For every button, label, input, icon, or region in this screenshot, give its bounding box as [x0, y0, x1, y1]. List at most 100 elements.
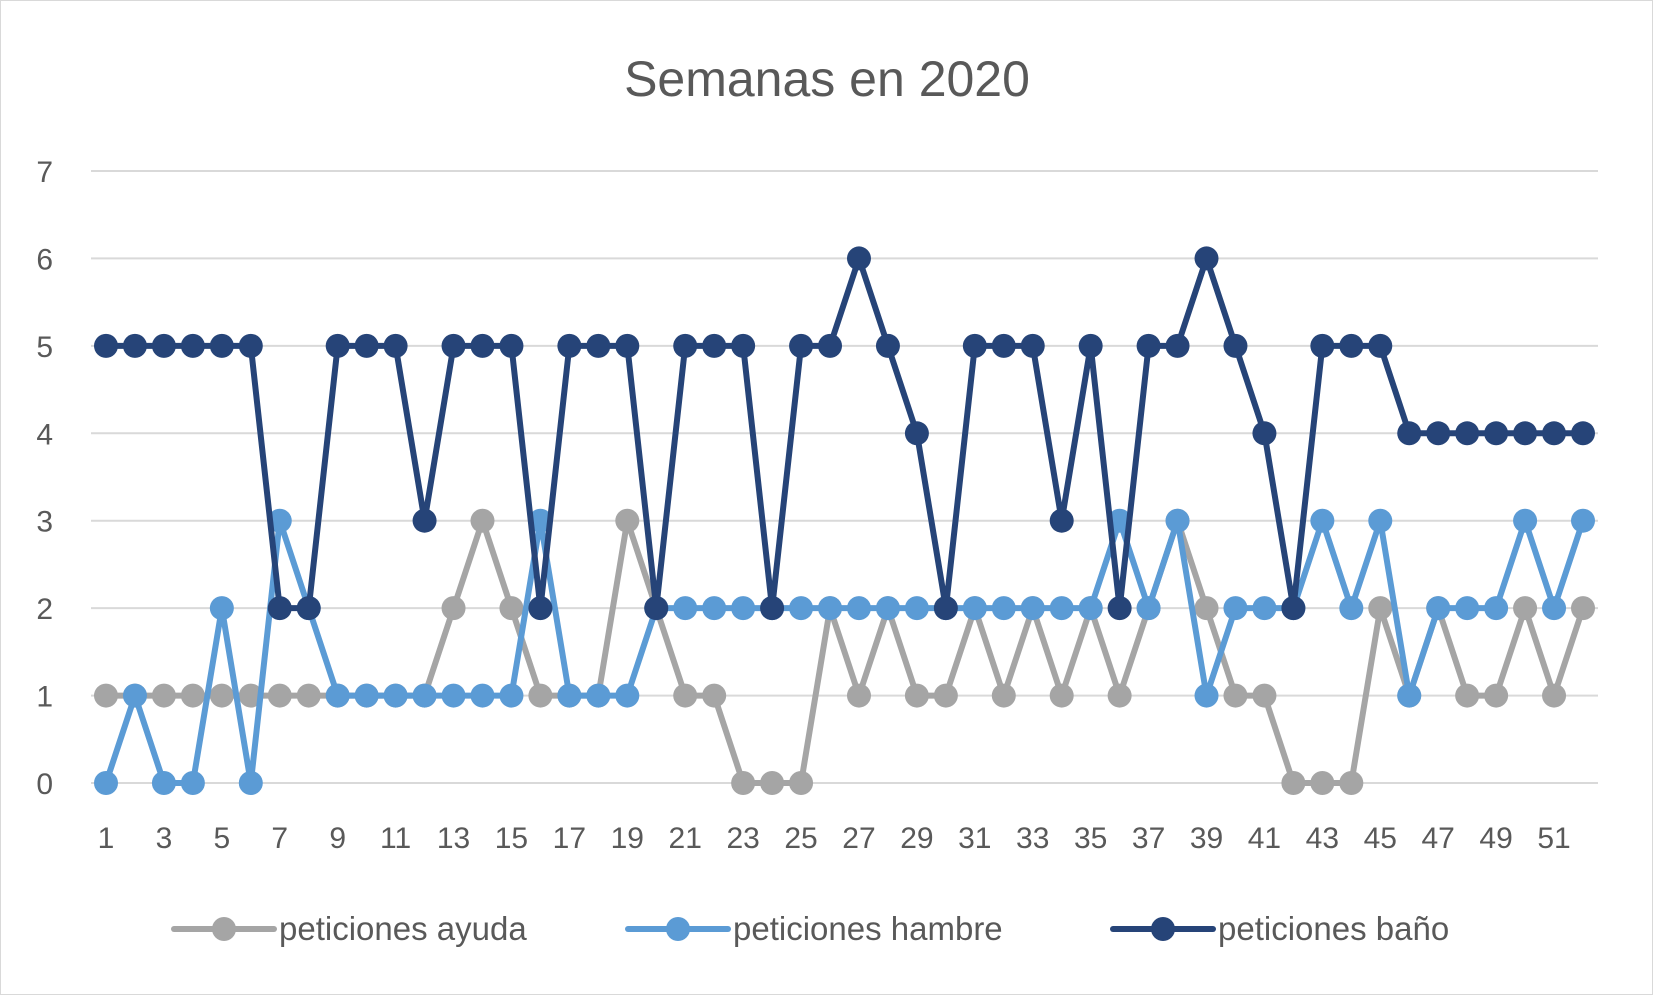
- data-point: [209, 333, 234, 358]
- data-point: [1484, 421, 1509, 446]
- data-point: [846, 683, 871, 708]
- data-point: [789, 596, 814, 621]
- data-point: [325, 333, 350, 358]
- legend-marker: [666, 917, 690, 941]
- data-point: [1368, 508, 1393, 533]
- data-point: [296, 596, 321, 621]
- series-3: [94, 246, 1595, 621]
- data-point: [151, 683, 176, 708]
- y-axis-ticks: 0 1 2 3 4 5 6 7: [36, 156, 53, 801]
- data-point: [441, 333, 466, 358]
- x-tick-label: 5: [213, 822, 230, 855]
- legend-marker: [212, 917, 236, 941]
- data-point: [818, 333, 843, 358]
- data-point: [586, 333, 611, 358]
- data-point: [354, 683, 379, 708]
- data-point: [383, 333, 408, 358]
- legend: peticiones ayuda peticiones hambre peticio…: [171, 910, 1449, 947]
- x-tick-label: 35: [1074, 822, 1107, 855]
- data-point: [789, 333, 814, 358]
- data-point: [441, 596, 466, 621]
- data-point: [991, 596, 1016, 621]
- data-point: [673, 596, 698, 621]
- data-point: [94, 771, 118, 795]
- series-line: [103, 517, 1586, 786]
- data-point: [499, 333, 524, 358]
- data-point: [209, 596, 234, 621]
- x-tick-label: 23: [726, 822, 759, 855]
- data-point: [180, 683, 205, 708]
- x-tick-label: 1: [98, 822, 115, 855]
- data-point: [904, 596, 929, 621]
- data-point: [904, 683, 929, 708]
- data-point: [673, 333, 698, 358]
- x-tick-label: 41: [1248, 822, 1281, 855]
- data-point: [875, 596, 900, 621]
- data-point: [702, 596, 727, 621]
- x-tick-label: 17: [553, 822, 586, 855]
- data-point: [846, 246, 871, 271]
- data-point: [1165, 508, 1190, 533]
- data-point: [1223, 596, 1248, 621]
- data-point: [1397, 421, 1422, 446]
- x-tick-label: 49: [1479, 822, 1512, 855]
- x-tick-label: 45: [1364, 822, 1397, 855]
- data-point: [1339, 333, 1364, 358]
- x-tick-label: 15: [495, 822, 528, 855]
- data-point: [789, 771, 814, 795]
- data-point: [1368, 596, 1393, 621]
- x-tick-label: 13: [437, 822, 470, 855]
- data-point: [1455, 421, 1480, 446]
- data-point: [1223, 333, 1248, 358]
- data-point: [470, 333, 495, 358]
- legend-item: peticiones ayuda: [171, 910, 527, 947]
- x-tick-label: 51: [1537, 822, 1570, 855]
- x-tick-label: 25: [784, 822, 817, 855]
- data-point: [296, 683, 321, 708]
- x-tick-label: 11: [380, 822, 411, 855]
- legend-item: peticiones hambre: [625, 910, 1003, 947]
- data-point: [818, 596, 843, 621]
- data-point: [1136, 596, 1161, 621]
- data-point: [1281, 596, 1306, 621]
- data-point: [412, 508, 437, 533]
- data-point: [180, 771, 205, 795]
- data-point: [1455, 596, 1480, 621]
- y-tick-label: 2: [36, 593, 53, 626]
- data-point: [1049, 683, 1074, 708]
- y-tick-label: 6: [36, 243, 53, 276]
- data-point: [1078, 596, 1103, 621]
- data-point: [1194, 683, 1219, 708]
- data-point: [557, 333, 582, 358]
- data-point: [1252, 683, 1277, 708]
- legend-item: peticiones baño: [1110, 910, 1449, 947]
- data-point: [933, 683, 958, 708]
- data-point: [991, 333, 1016, 358]
- data-point: [962, 596, 987, 621]
- y-tick-label: 4: [36, 418, 53, 451]
- data-point: [441, 683, 466, 708]
- x-tick-label: 37: [1132, 822, 1165, 855]
- data-point: [1426, 421, 1451, 446]
- data-point: [933, 596, 958, 621]
- data-point: [644, 596, 669, 621]
- data-point: [991, 683, 1016, 708]
- data-point: [1049, 508, 1074, 533]
- data-point: [1484, 596, 1509, 621]
- data-point: [94, 683, 118, 708]
- data-point: [1542, 421, 1567, 446]
- y-tick-label: 1: [36, 681, 53, 714]
- x-tick-label: 33: [1016, 822, 1049, 855]
- data-point: [238, 771, 263, 795]
- data-point: [383, 683, 408, 708]
- data-point: [1542, 596, 1567, 621]
- data-point: [151, 333, 176, 358]
- data-point: [1194, 246, 1219, 271]
- data-point: [731, 333, 756, 358]
- data-point: [122, 333, 147, 358]
- data-point: [1136, 333, 1161, 358]
- x-axis-ticks: 1 3 5 7 9 11 13 15 17 19 21 23 25 27 29 31 33 35 37 39 41 43 4…: [98, 822, 1571, 855]
- data-point: [499, 683, 524, 708]
- data-point: [1194, 596, 1219, 621]
